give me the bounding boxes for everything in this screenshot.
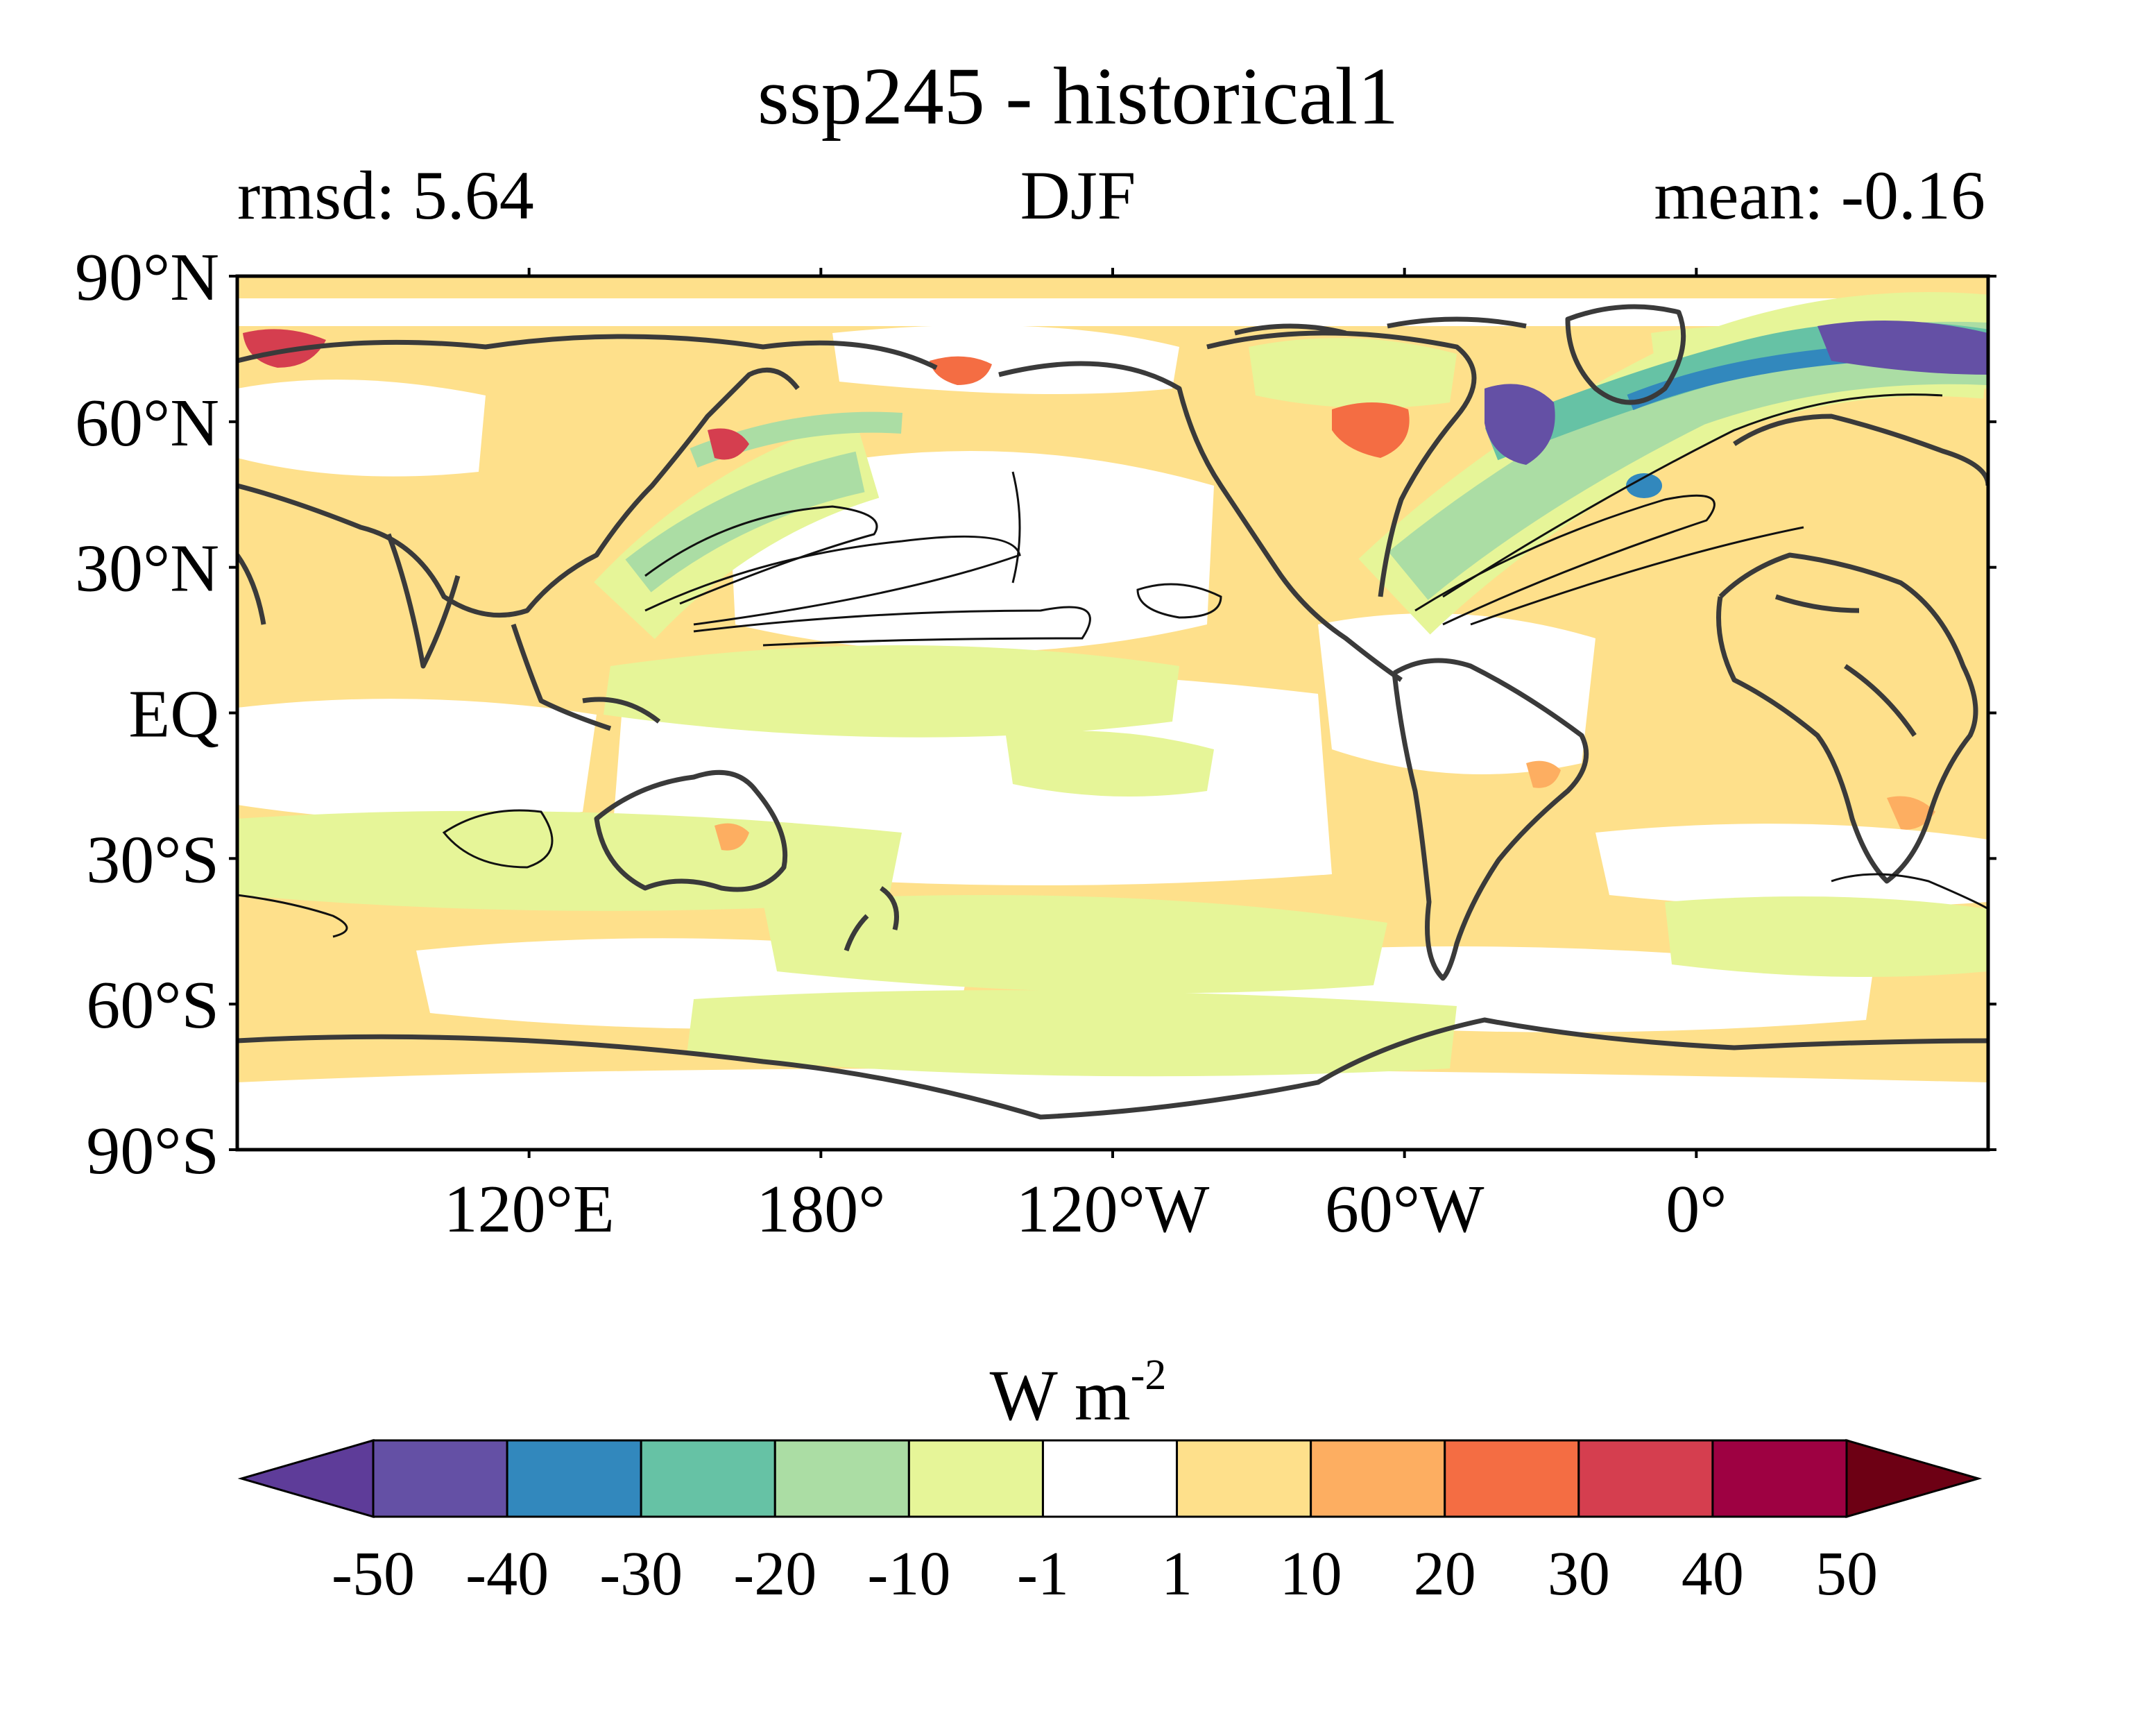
greenland-sea-anomaly [1817,321,1988,375]
lon-label: 0° [1666,1172,1727,1247]
weak-negative-regions [237,324,1988,1077]
colorbar-units: W m-2 [0,1354,2156,1432]
colorbar-label: 40 [1682,1540,1744,1608]
colorbar-box [1444,1439,1580,1518]
season-label: DJF [1020,157,1136,234]
lon-label: 120°W [1016,1172,1210,1247]
units-exponent: -2 [1130,1352,1167,1399]
labrador-sea-anomaly [1485,384,1555,465]
colorbar-high-extend [1845,1439,1983,1518]
colorbar-box [640,1439,776,1518]
colorbar-low-extend [237,1439,375,1518]
colorbar-box [372,1439,508,1518]
anomaly-contours [237,393,1988,938]
colorbar-box [506,1439,642,1518]
colorbar-label: -40 [465,1540,549,1608]
lon-label: 120°E [444,1172,615,1247]
north-atlantic-blue-spot [1626,473,1662,498]
lat-label: 60°N [75,386,219,461]
rmsd-label: rmsd: 5.64 [237,157,534,234]
colorbar: -50 -40 -30 -20 -10 -1 1 10 20 30 40 50 [237,1439,1983,1608]
colorbar-label: 20 [1414,1540,1476,1608]
lat-label: 60°S [86,968,219,1043]
colorbar-label: -10 [867,1540,950,1608]
colorbar-box [1711,1439,1848,1518]
colorbar-label: -1 [1017,1540,1069,1608]
longitude-axis: 120°E 180° 120°W 60°W 0° [444,268,1727,1247]
mean-label: mean: -0.16 [1654,157,1985,234]
map-field [237,276,1988,1150]
lon-label: 180° [756,1172,885,1247]
positive-anomaly-spots [243,329,1935,851]
coastlines [237,304,1988,1120]
colorbar-label: 30 [1548,1540,1610,1608]
latitude-axis: 90°N 60°N 30°N EQ 30°S 60°S 90°S [75,240,1996,1189]
colorbar-label: 10 [1280,1540,1342,1608]
lat-label: EQ [128,677,219,752]
colorbar-label: 1 [1161,1540,1192,1608]
colorbar-box [1041,1439,1179,1518]
colorbar-label: 50 [1815,1540,1878,1608]
lat-label: 90°N [75,240,219,315]
colorbar-label: -20 [733,1540,816,1608]
lat-label: 90°S [86,1114,219,1189]
lat-label: 30°N [75,531,219,606]
lat-label: 30°S [86,822,219,897]
colorbar-box [1577,1439,1714,1518]
units-base: W m [989,1356,1131,1436]
colorbar-box [773,1439,910,1518]
colorbar-label: -50 [332,1540,415,1608]
colorbar-box [1310,1439,1446,1518]
colorbar-label: -30 [599,1540,683,1608]
lon-label: 60°W [1325,1172,1485,1247]
colorbar-box [1176,1439,1312,1518]
plot-title: ssp245 - historical1 [757,51,1399,142]
colorbar-box [907,1439,1044,1518]
